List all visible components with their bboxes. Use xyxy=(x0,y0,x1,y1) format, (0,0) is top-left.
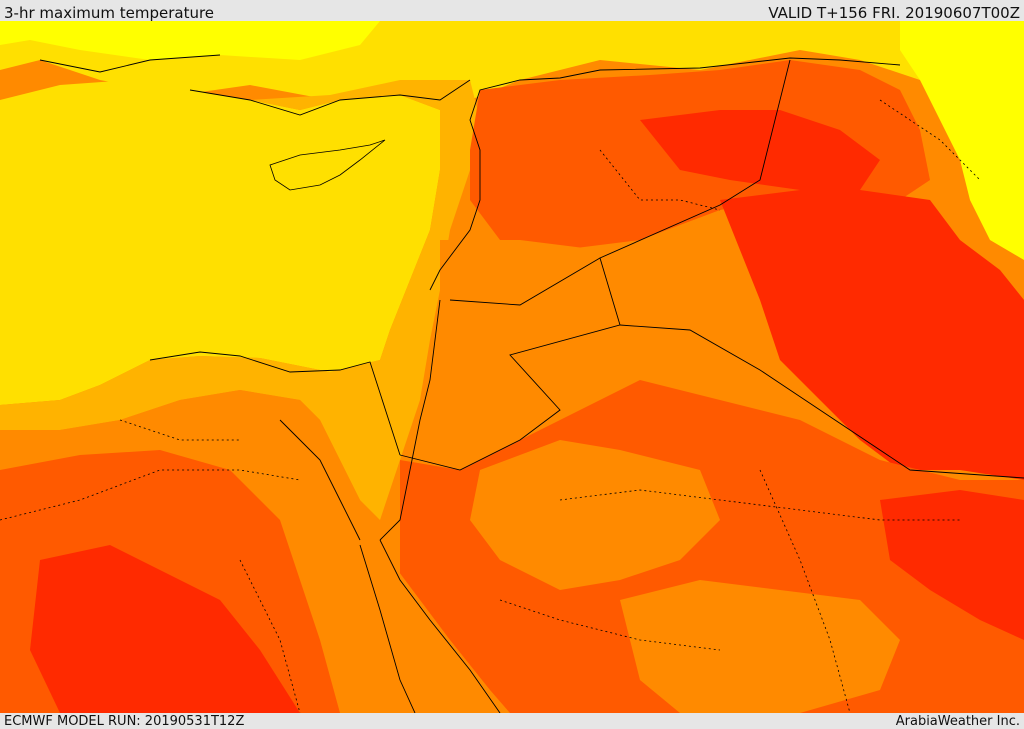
chart-title: 3-hr maximum temperature xyxy=(4,4,215,22)
header-bar: 3-hr maximum temperature VALID T+156 FRI… xyxy=(0,0,1024,22)
region-egypt-red xyxy=(30,545,300,713)
region-levant-gold xyxy=(0,80,480,520)
region-saudi-orange-2 xyxy=(620,580,900,713)
region-syria-hot xyxy=(640,110,880,190)
model-run-label: ECMWF MODEL RUN: 20190531T12Z xyxy=(4,714,245,729)
valid-time: VALID T+156 FRI. 20190607T00Z xyxy=(768,4,1020,22)
region-northeast-bright xyxy=(900,21,1024,260)
region-mediterranean xyxy=(0,80,440,405)
region-saudi-red xyxy=(880,490,1024,640)
region-north-bright xyxy=(0,21,380,60)
cyprus-outline xyxy=(269,139,386,191)
province-borders xyxy=(0,99,981,713)
country-borders xyxy=(39,54,1024,713)
region-saudi-orange xyxy=(470,440,720,590)
credit-label: ArabiaWeather Inc. xyxy=(895,714,1020,729)
footer-bar: ECMWF MODEL RUN: 20190531T12Z ArabiaWeat… xyxy=(0,713,1024,729)
region-jordan xyxy=(440,240,700,430)
temperature-map[interactable] xyxy=(0,21,1024,713)
region-iraq xyxy=(720,190,1024,480)
